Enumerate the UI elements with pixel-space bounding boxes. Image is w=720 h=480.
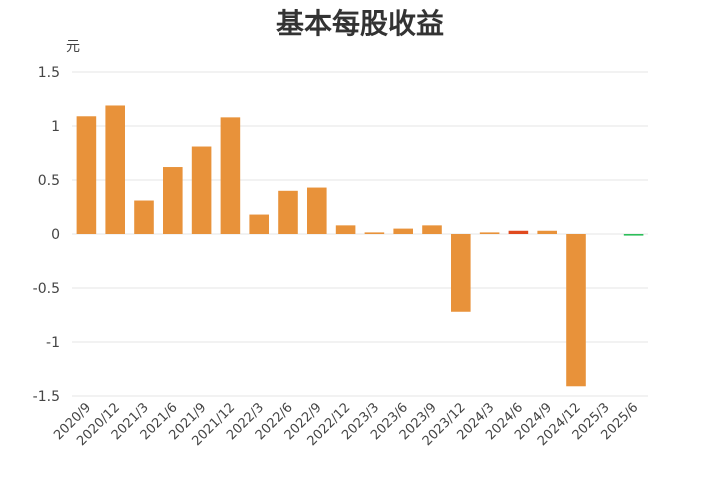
bar — [105, 105, 125, 234]
y-axis-unit-label: 元 — [66, 39, 80, 55]
bar — [249, 214, 269, 234]
y-tick-label: 0 — [51, 227, 60, 243]
bar — [335, 225, 356, 234]
bar — [393, 228, 413, 234]
y-tick-label: 1.5 — [38, 65, 60, 81]
bar — [508, 230, 529, 234]
bar — [134, 200, 154, 234]
y-tick-label: 1 — [51, 119, 60, 135]
bar — [537, 230, 557, 234]
bar — [191, 146, 212, 234]
bar — [623, 234, 644, 236]
bar — [422, 225, 442, 234]
bar — [76, 116, 97, 234]
bar — [278, 190, 298, 234]
bar — [451, 234, 471, 312]
bar — [364, 232, 385, 234]
bar — [479, 232, 500, 234]
chart-title: 基本每股收益 — [275, 7, 444, 40]
y-tick-label: -1 — [46, 335, 60, 351]
bar — [566, 234, 586, 387]
bar — [220, 117, 241, 234]
y-tick-label: -0.5 — [33, 281, 60, 297]
bar — [163, 167, 183, 234]
y-tick-label: 0.5 — [38, 173, 60, 189]
bar — [307, 187, 327, 234]
y-tick-label: -1.5 — [33, 389, 60, 405]
